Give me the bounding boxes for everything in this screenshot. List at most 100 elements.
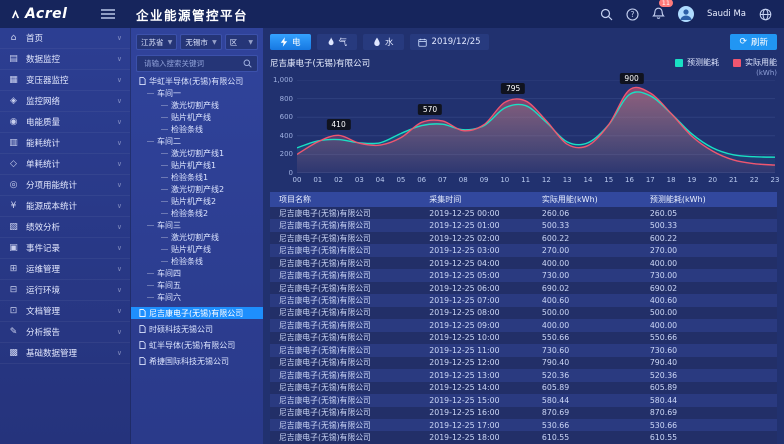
tree-node-company[interactable]: 尼吉康电子(无锡)有限公司 xyxy=(131,307,263,319)
table-cell: 690.02 xyxy=(649,283,678,293)
tree-node-label: 车间五 xyxy=(157,280,181,290)
tree-node[interactable]: 车间六 xyxy=(131,291,263,303)
table-cell: 730.60 xyxy=(649,345,678,355)
table-row: 尼吉康电子(无锡)有限公司 2019-12-25 00:00 260.06 260.0… xyxy=(270,207,777,220)
tree-node[interactable]: 激光切割产线 xyxy=(131,99,263,111)
tab-label: 水 xyxy=(385,38,394,48)
sidebar-item-power-quality[interactable]: ◉ 电能质量 ∨ xyxy=(0,112,130,133)
y-axis-tick: 400 xyxy=(279,131,293,140)
notifications-button[interactable]: 11 xyxy=(652,0,673,24)
table-cell: 尼吉康电子(无锡)有限公司 xyxy=(279,246,371,256)
data-point-label: 570 xyxy=(417,103,443,115)
tree-node[interactable]: 贴片机产线2 xyxy=(131,195,263,207)
sidebar-item-event-log[interactable]: ▣ 事件记录 ∨ xyxy=(0,238,130,259)
table-row: 尼吉康电子(无锡)有限公司 2019-12-25 04:00 400.00 400.0… xyxy=(270,256,777,270)
region-select-1[interactable]: 无锡市 ▼ xyxy=(180,34,222,50)
table-header-cell: 预测能耗(kWh) xyxy=(649,195,706,204)
tree-node[interactable]: 车间四 xyxy=(131,267,263,279)
sidebar-item-label: 事件记录 xyxy=(26,244,61,254)
page-title: 企业能源管控平台 xyxy=(136,7,249,23)
sidebar-item-operation-maintenance[interactable]: ⊞ 运维管理 ∨ xyxy=(0,259,130,280)
tree-node[interactable]: 车间一 xyxy=(131,87,263,99)
tree-search-icon[interactable] xyxy=(243,59,252,68)
chevron-down-icon: ∨ xyxy=(116,286,122,294)
tab-lightning[interactable]: 电 xyxy=(270,34,311,50)
lightning-icon xyxy=(280,37,288,47)
tree-node[interactable]: 贴片机产线 xyxy=(131,243,263,255)
sidebar-item-basic-data-management[interactable]: ▩ 基础数据管理 ∨ xyxy=(0,343,130,364)
chart-unit: (kWh) xyxy=(756,69,777,77)
sidebar-item-unit-consumption[interactable]: ◇ 单耗统计 ∨ xyxy=(0,154,130,175)
help-icon[interactable]: ? xyxy=(626,7,639,21)
tree-node-company[interactable]: 希捷国际科技无锡公司 xyxy=(131,355,263,367)
table-cell: 600.22 xyxy=(541,233,570,243)
refresh-button[interactable]: ⟳ 刷新 xyxy=(730,34,777,50)
legend-item[interactable]: 实际用能 xyxy=(733,57,777,68)
avatar[interactable] xyxy=(678,6,694,22)
tree-node[interactable]: 车间三 xyxy=(131,219,263,231)
tree-node[interactable]: 激光切割产线 xyxy=(131,231,263,243)
tree-search-input[interactable] xyxy=(142,58,239,69)
power-quality-icon: ◉ xyxy=(9,117,18,127)
language-globe-icon[interactable] xyxy=(759,8,772,21)
table-cell: 870.69 xyxy=(649,408,678,418)
user-name[interactable]: Saudi Ma xyxy=(707,9,746,19)
table-cell: 605.89 xyxy=(541,383,570,393)
tab-water-drop[interactable]: 水 xyxy=(363,34,404,50)
sidebar-item-document-management[interactable]: ⊡ 文档管理 ∨ xyxy=(0,301,130,322)
sidebar: ⌂ 首页 ∨ ▤ 数据监控 ∨ ▦ 变压器监控 ∨ ◈ 监控网络 ∨ ◉ 电能质量 ∨ ▥ 能耗统计 ∨ ◇ 单耗统计… xyxy=(0,28,130,444)
sidebar-item-energy-consumption[interactable]: ▥ 能耗统计 ∨ xyxy=(0,133,130,154)
sidebar-item-transformer-monitor[interactable]: ▦ 变压器监控 ∨ xyxy=(0,70,130,91)
table-cell: 尼吉康电子(无锡)有限公司 xyxy=(279,258,371,268)
x-axis-tick: 20 xyxy=(708,176,718,184)
tree-node[interactable]: 检验条线 xyxy=(131,255,263,267)
search-icon[interactable] xyxy=(600,8,613,21)
chevron-down-icon: ∨ xyxy=(116,328,122,336)
table-cell: 尼吉康电子(无锡)有限公司 xyxy=(279,345,371,355)
x-axis-tick: 15 xyxy=(604,176,614,184)
tree-node[interactable]: 贴片机产线 xyxy=(131,111,263,123)
table-row: 尼吉康电子(无锡)有限公司 2019-12-25 10:00 550.66 550.6… xyxy=(270,331,777,345)
table-cell: 580.44 xyxy=(541,395,570,405)
sidebar-item-energy-cost[interactable]: ¥ 能源成本统计 ∨ xyxy=(0,196,130,217)
table-cell: 尼吉康电子(无锡)有限公司 xyxy=(279,370,371,380)
tree-node[interactable]: 检验条线 xyxy=(131,123,263,135)
table-cell: 730.60 xyxy=(541,345,570,355)
table-cell: 500.00 xyxy=(541,308,570,318)
tree-node-company[interactable]: 虹半导体(无锡)有限公司 xyxy=(131,339,263,351)
table-cell: 2019-12-25 18:00 xyxy=(429,433,500,443)
date-picker[interactable]: 2019/12/25 xyxy=(409,34,489,50)
table-cell: 580.44 xyxy=(649,395,678,405)
svg-text:?: ? xyxy=(631,10,635,19)
sidebar-item-monitor-network[interactable]: ◈ 监控网络 ∨ xyxy=(0,91,130,112)
tree-node[interactable]: 车间二 xyxy=(131,135,263,147)
tree-node[interactable]: 贴片机产线1 xyxy=(131,159,263,171)
table-cell: 400.00 xyxy=(541,258,570,268)
table-header-cell: 项目名称 xyxy=(279,195,311,204)
tree-node-company[interactable]: 华虹半导体(无锡)有限公司 xyxy=(131,75,263,87)
tab-flame[interactable]: 气 xyxy=(316,34,358,50)
sidebar-item-performance-analysis[interactable]: ▧ 绩效分析 ∨ xyxy=(0,217,130,238)
tree-node[interactable]: 激光切割产线2 xyxy=(131,183,263,195)
x-axis-tick: 10 xyxy=(500,176,510,184)
sidebar-item-label: 分项用能统计 xyxy=(26,181,78,191)
tree-node[interactable]: 激光切割产线1 xyxy=(131,147,263,159)
x-axis-tick: 02 xyxy=(334,176,344,184)
tree-node-label: 尼吉康电子(无锡)有限公司 xyxy=(149,308,244,318)
tree-node-label: 检验条线1 xyxy=(171,172,209,182)
table-cell: 500.33 xyxy=(649,221,678,231)
tree-node[interactable]: 检验条线2 xyxy=(131,207,263,219)
sidebar-item-data-monitor[interactable]: ▤ 数据监控 ∨ xyxy=(0,49,130,70)
region-select-0[interactable]: 江苏省 ▼ xyxy=(136,34,178,50)
sidebar-item-label: 首页 xyxy=(26,34,44,44)
tree-node-company[interactable]: 时硕科技无锡公司 xyxy=(131,323,263,335)
sidebar-item-subitem-energy[interactable]: ◎ 分项用能统计 ∨ xyxy=(0,175,130,196)
menu-toggle-icon[interactable] xyxy=(100,8,116,20)
sidebar-item-analysis-report[interactable]: ✎ 分析报告 ∨ xyxy=(0,322,130,343)
sidebar-item-home[interactable]: ⌂ 首页 ∨ xyxy=(0,28,130,49)
tree-node[interactable]: 车间五 xyxy=(131,279,263,291)
legend-item[interactable]: 预测能耗 xyxy=(675,57,719,68)
sidebar-item-running-environment[interactable]: ⊟ 运行环境 ∨ xyxy=(0,280,130,301)
tree-node[interactable]: 检验条线1 xyxy=(131,171,263,183)
region-select-2[interactable]: 区 ▼ xyxy=(224,34,258,50)
